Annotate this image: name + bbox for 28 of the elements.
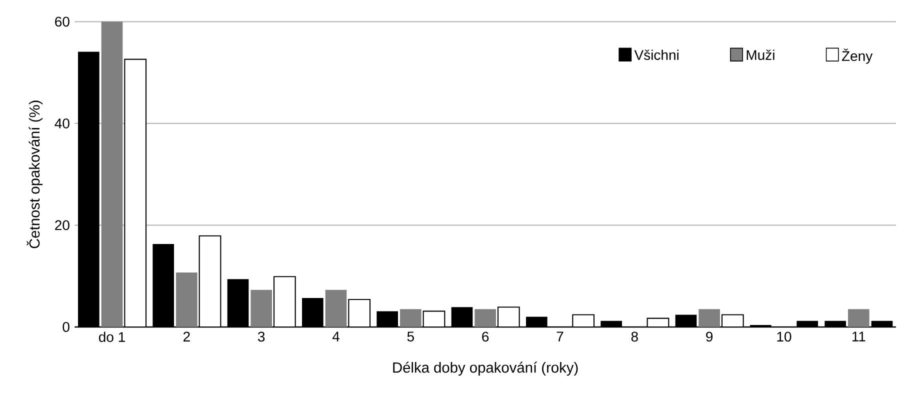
x-tick-label: 8 (631, 332, 638, 342)
x-tick-label: 4 (332, 332, 340, 342)
x-tick-label: 10 (777, 332, 792, 342)
y-tick-label: 60 (55, 16, 70, 27)
x-tick-label: 5 (407, 332, 414, 342)
x-tick-label: 3 (258, 332, 265, 342)
x-tick-label: 7 (556, 332, 564, 342)
y-axis-title: Četnost opakování (%) (26, 100, 43, 248)
bar (325, 290, 347, 327)
x-tick-label: 11 (852, 332, 866, 342)
x-tick-label: 9 (706, 332, 713, 342)
bar (848, 309, 870, 327)
bar (474, 309, 496, 327)
y-tick-label: 0 (62, 322, 70, 332)
x-tick-label: do 1 (98, 332, 125, 342)
bar (698, 309, 720, 327)
legend-label: Muži (746, 50, 774, 60)
bar (250, 290, 272, 327)
x-axis-title: Délka doby opakování (roky) (393, 362, 578, 376)
bar (101, 22, 123, 327)
x-tick-label: 2 (183, 332, 190, 342)
x-tick-label: 6 (482, 332, 489, 342)
y-tick-label: 40 (54, 118, 70, 128)
bar (400, 309, 422, 327)
y-tick-label: 20 (55, 220, 70, 230)
bar (176, 272, 198, 327)
legend-label: Všichni (634, 50, 678, 60)
legend-label: Ženy (842, 48, 873, 64)
